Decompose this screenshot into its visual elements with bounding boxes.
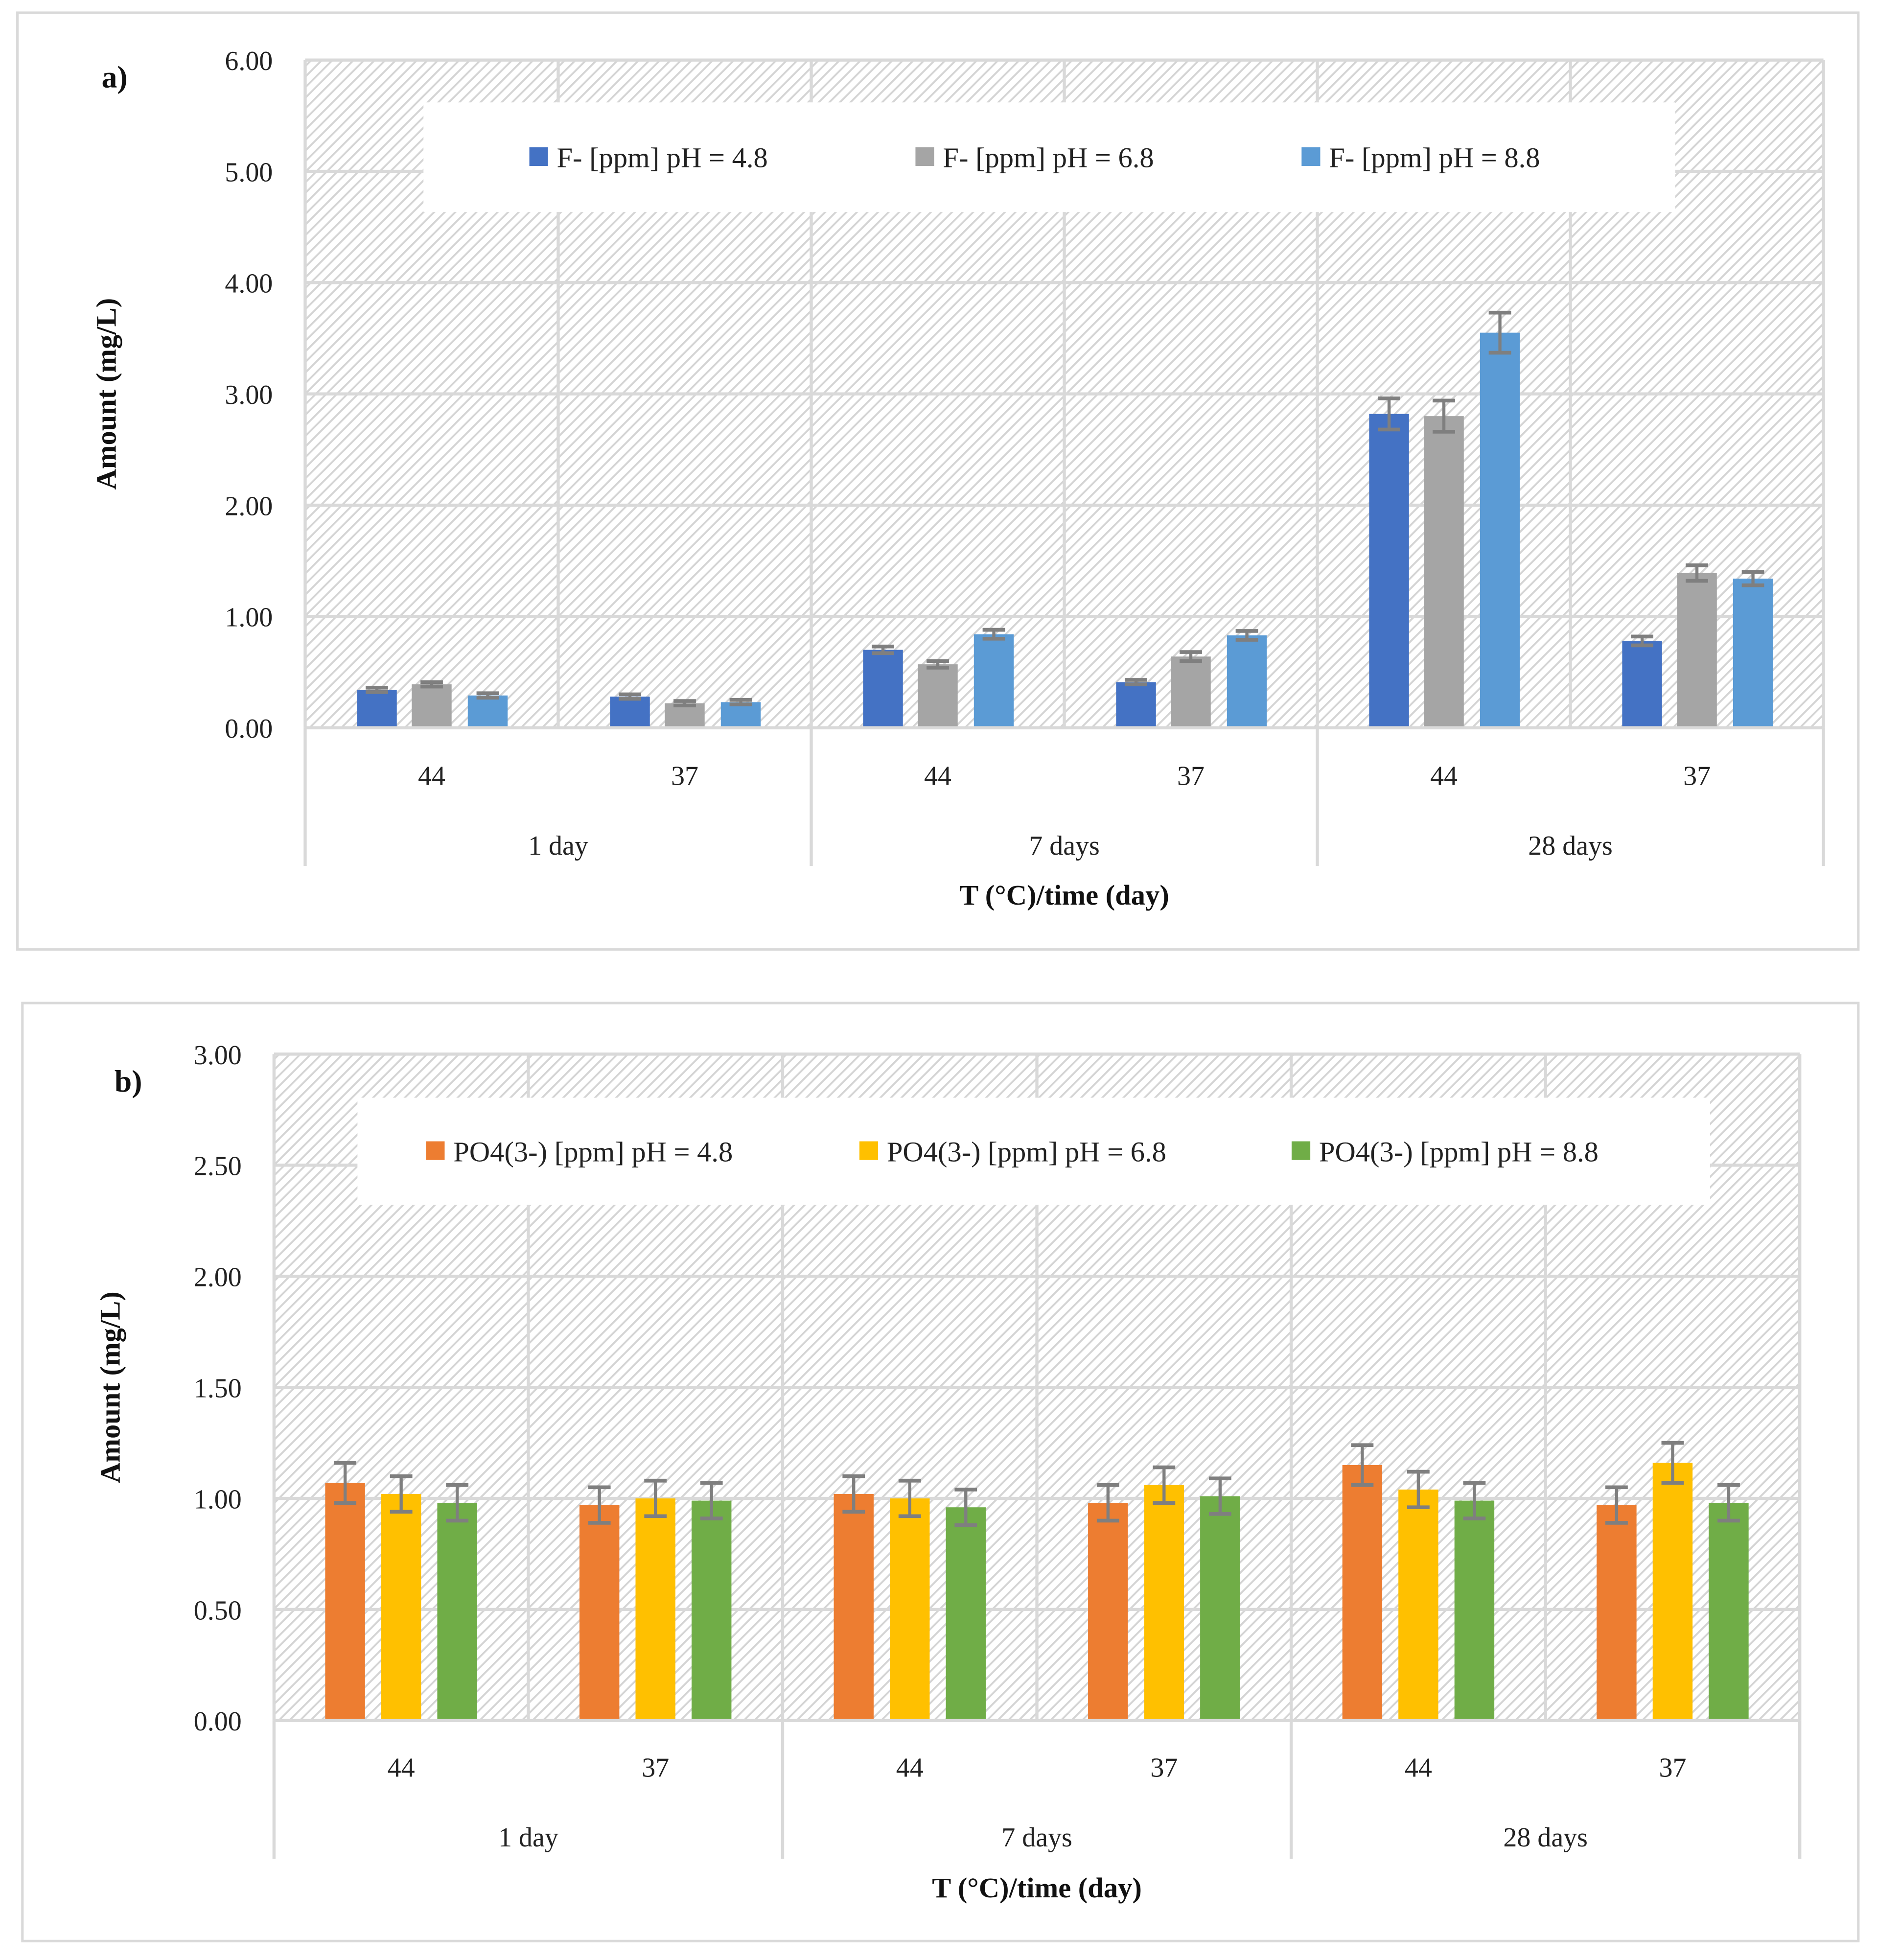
legend-box	[357, 1097, 1710, 1205]
legend-label: F- [ppm] pH = 8.8	[1329, 142, 1540, 174]
bar	[610, 697, 650, 728]
bar	[325, 1483, 365, 1721]
y-tick-label: 1.50	[194, 1374, 242, 1404]
x-axis-title: T (°C)/time (day)	[959, 879, 1169, 911]
y-tick-label: 6.00	[225, 46, 273, 76]
bar	[834, 1493, 874, 1721]
x-tick-label: 37	[1177, 761, 1205, 792]
bar	[437, 1503, 477, 1721]
bar	[412, 684, 452, 728]
chart-panel-b: 0.00 0.50 1.00 1.50 2.00 2.50 3.00 PO4(3-) [ppm…	[21, 1002, 1860, 1942]
bar	[1369, 414, 1409, 728]
bar	[918, 664, 958, 728]
bar	[1709, 1503, 1749, 1721]
legend-swatch	[915, 147, 934, 166]
x-group-label: 1 day	[498, 1822, 558, 1853]
x-group-label: 28 days	[1503, 1822, 1588, 1853]
bar	[1454, 1500, 1495, 1721]
bar	[1171, 656, 1211, 728]
x-tick-label: 44	[896, 1752, 924, 1783]
y-tick-label: 3.00	[225, 380, 273, 410]
bar	[691, 1500, 732, 1721]
y-tick-label: 1.00	[225, 603, 273, 633]
x-group-label: 28 days	[1528, 831, 1613, 861]
x-group-label: 7 days	[1001, 1822, 1072, 1853]
y-tick-label: 0.00	[225, 714, 273, 744]
panel-label: a)	[102, 60, 128, 94]
legend-label: F- [ppm] pH = 4.8	[557, 142, 768, 174]
bar	[1622, 641, 1662, 728]
x-tick-label: 44	[1405, 1752, 1432, 1783]
x-group-label: 1 day	[528, 831, 588, 861]
x-tick-label: 37	[671, 761, 698, 792]
bar	[1398, 1489, 1438, 1721]
bar	[1424, 416, 1464, 728]
legend-box	[423, 102, 1675, 212]
bar	[1733, 579, 1773, 728]
bar	[1652, 1463, 1693, 1721]
bar	[381, 1493, 421, 1721]
x-axis-title: T (°C)/time (day)	[932, 1872, 1142, 1904]
panel-label: b)	[115, 1064, 142, 1098]
bar	[1088, 1503, 1128, 1721]
legend-label: PO4(3-) [ppm] pH = 6.8	[887, 1136, 1166, 1167]
x-tick-label: 44	[388, 1752, 415, 1783]
legend-swatch	[426, 1141, 445, 1160]
bar	[1597, 1505, 1637, 1721]
legend-swatch	[1301, 147, 1321, 166]
bar	[1480, 332, 1520, 728]
bar	[1144, 1485, 1184, 1721]
x-tick-label: 37	[1659, 1752, 1686, 1783]
x-tick-label: 37	[1150, 1752, 1178, 1783]
bar	[579, 1505, 620, 1721]
y-tick-label: 0.00	[194, 1706, 242, 1737]
y-axis-title: Amount (mg/L)	[94, 1291, 126, 1483]
bar	[357, 690, 397, 728]
x-tick-label: 37	[642, 1752, 669, 1783]
legend-swatch	[1291, 1141, 1311, 1160]
y-tick-label: 1.00	[194, 1484, 242, 1515]
chart-panel-a: 0.00 1.00 2.00 3.00 4.00 5.00 6.00 F- [ppm] pH …	[16, 11, 1860, 951]
legend-label: F- [ppm] pH = 6.8	[943, 142, 1154, 174]
y-tick-label: 4.00	[225, 269, 273, 299]
legend-label: PO4(3-) [ppm] pH = 4.8	[453, 1136, 733, 1167]
x-tick-label: 44	[924, 761, 951, 792]
x-group-label: 7 days	[1029, 831, 1100, 861]
bar	[467, 695, 508, 728]
y-tick-label: 2.00	[194, 1262, 242, 1293]
y-axis-title: Amount (mg/L)	[91, 298, 122, 490]
bar	[1227, 635, 1267, 728]
x-tick-label: 44	[1430, 761, 1458, 792]
y-tick-label: 5.00	[225, 157, 273, 187]
bar	[946, 1507, 986, 1721]
bar	[890, 1498, 930, 1721]
bar	[1116, 682, 1156, 728]
x-tick-label: 37	[1683, 761, 1711, 792]
y-tick-label: 2.50	[194, 1151, 242, 1182]
bar	[973, 634, 1014, 728]
bar	[1200, 1496, 1240, 1721]
y-tick-label: 2.00	[225, 491, 273, 521]
y-tick-label: 3.00	[194, 1040, 242, 1071]
legend-swatch	[529, 147, 548, 166]
x-tick-label: 44	[418, 761, 445, 792]
bar	[635, 1498, 675, 1721]
y-tick-label: 0.50	[194, 1595, 242, 1626]
legend-label: PO4(3-) [ppm] pH = 8.8	[1319, 1136, 1599, 1167]
bar	[1677, 573, 1717, 728]
bar	[720, 702, 761, 728]
legend-swatch	[859, 1141, 879, 1160]
bar	[1342, 1465, 1383, 1721]
bar	[863, 650, 903, 728]
